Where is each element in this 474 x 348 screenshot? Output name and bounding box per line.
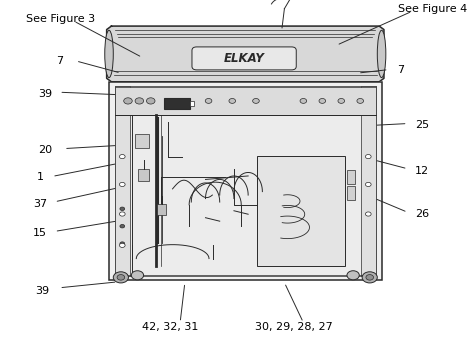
Bar (164, 98, 190, 109)
Text: 1: 1 (37, 173, 44, 182)
Circle shape (124, 98, 132, 104)
Circle shape (338, 98, 345, 103)
Circle shape (300, 98, 307, 103)
Bar (157, 204, 166, 215)
Circle shape (119, 212, 125, 216)
Text: 7: 7 (55, 56, 63, 66)
Polygon shape (107, 26, 384, 82)
Circle shape (229, 98, 236, 103)
Bar (190, 101, 194, 106)
Bar (115, 86, 130, 276)
Circle shape (120, 242, 125, 245)
Bar (109, 82, 382, 280)
Circle shape (366, 275, 374, 280)
Circle shape (146, 98, 155, 104)
Circle shape (365, 182, 371, 187)
Circle shape (119, 243, 125, 247)
Text: 15: 15 (33, 228, 47, 238)
Text: 20: 20 (38, 145, 52, 155)
Circle shape (119, 155, 125, 159)
Text: 37: 37 (33, 199, 47, 208)
Text: 39: 39 (38, 89, 52, 99)
Circle shape (365, 212, 371, 216)
Circle shape (253, 98, 259, 103)
Bar (115, 87, 376, 115)
Bar (347, 170, 356, 184)
Bar (135, 134, 149, 148)
Text: See Figure 3: See Figure 3 (26, 14, 95, 24)
Text: 7: 7 (397, 65, 404, 74)
Bar (130, 86, 361, 276)
Text: 12: 12 (415, 166, 429, 175)
Circle shape (120, 207, 125, 211)
Text: ELKAY: ELKAY (224, 52, 264, 65)
FancyBboxPatch shape (192, 47, 296, 70)
Text: 39: 39 (36, 286, 50, 295)
Ellipse shape (377, 30, 386, 78)
Text: 26: 26 (415, 209, 429, 219)
Circle shape (357, 98, 364, 103)
Bar (347, 186, 356, 200)
Circle shape (135, 98, 144, 104)
Text: See Figure 4: See Figure 4 (398, 4, 467, 14)
Text: 42, 32, 31: 42, 32, 31 (143, 322, 199, 332)
Bar (257, 157, 345, 266)
Circle shape (119, 182, 125, 187)
Circle shape (113, 272, 128, 283)
Circle shape (120, 224, 125, 228)
Ellipse shape (105, 30, 113, 78)
Bar (138, 169, 149, 181)
Circle shape (131, 271, 144, 280)
Circle shape (362, 272, 377, 283)
Text: 30, 29, 28, 27: 30, 29, 28, 27 (255, 322, 333, 332)
Circle shape (205, 98, 212, 103)
Bar (361, 86, 376, 276)
Circle shape (347, 271, 359, 280)
Circle shape (365, 155, 371, 159)
Circle shape (319, 98, 326, 103)
Circle shape (117, 275, 125, 280)
Text: 25: 25 (415, 120, 429, 130)
Bar (115, 86, 376, 276)
